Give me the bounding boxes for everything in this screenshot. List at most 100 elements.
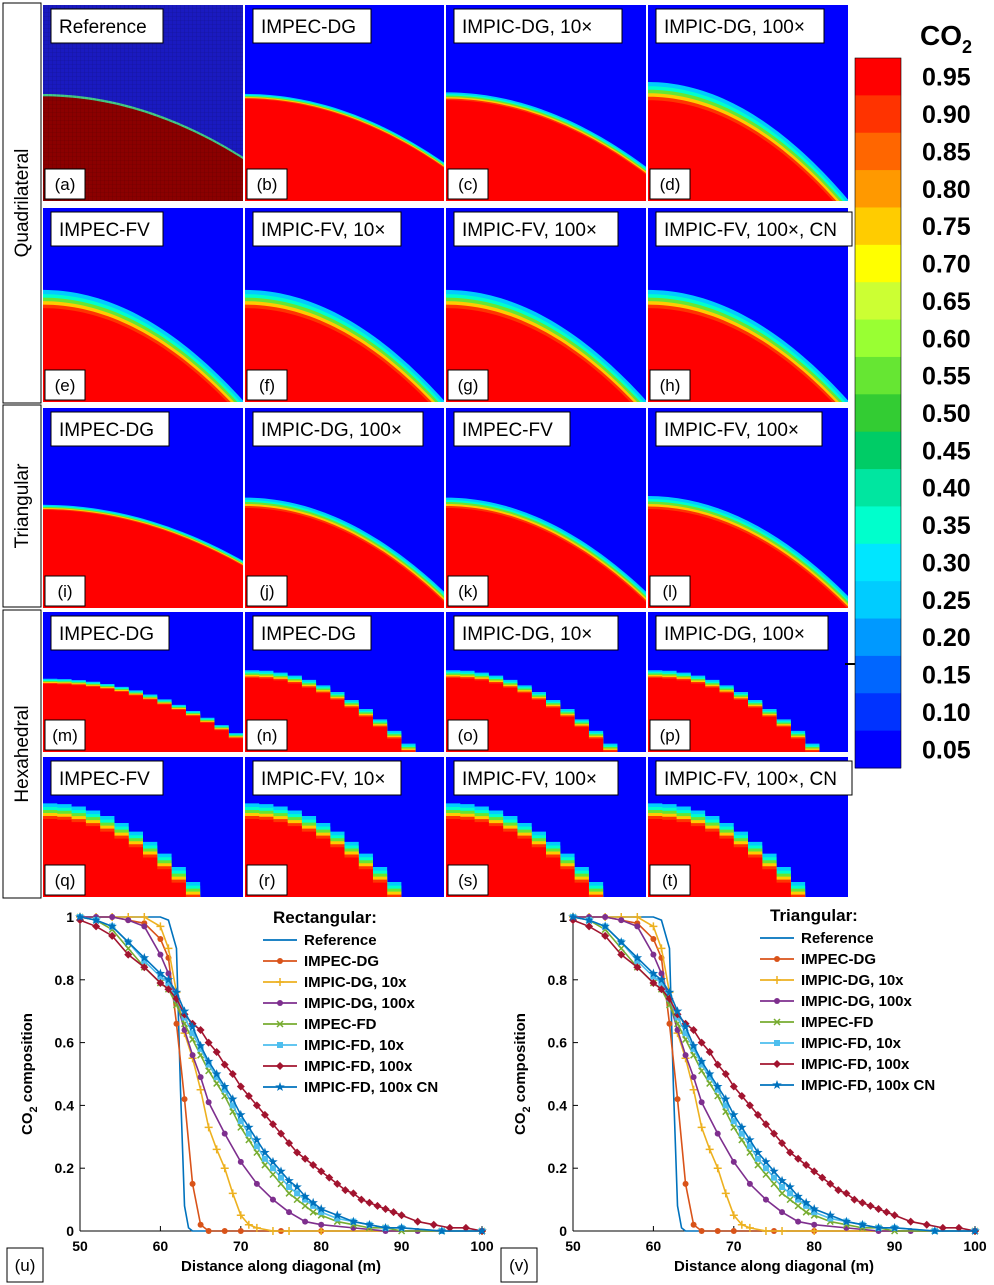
data-point (275, 1082, 285, 1092)
legend-entry: IMPIC-DG, 10x (263, 974, 407, 991)
data-point (173, 1020, 180, 1027)
contour-panel: IMPIC-FV, 10× (f) (245, 208, 444, 402)
data-point (477, 1226, 487, 1236)
saturation-band (446, 508, 646, 608)
data-point (774, 956, 780, 962)
panel-title-box (655, 615, 829, 651)
data-point (244, 1091, 253, 1100)
data-point (277, 958, 283, 964)
data-point (746, 1143, 753, 1150)
panel-title: IMPIC-FV, 10× (261, 769, 385, 790)
legend-label: IMPIC-FD, 10x (304, 1037, 405, 1054)
data-point (600, 921, 610, 931)
data-point (811, 1209, 818, 1216)
data-point (773, 1018, 781, 1026)
data-point (316, 1204, 326, 1214)
data-point (682, 1052, 689, 1059)
x-axis-label: Distance along diagonal (m) (181, 1258, 381, 1275)
data-point (802, 1161, 811, 1170)
data-point (737, 1122, 747, 1132)
legend-entry: IMPIC-FD, 10x (760, 1035, 902, 1052)
data-point (277, 1129, 285, 1138)
saturation-band (446, 308, 631, 402)
data-point (617, 944, 625, 952)
data-point (762, 1196, 769, 1203)
data-point (445, 1223, 454, 1232)
legend-entry: IMPIC-DG, 100x (263, 995, 416, 1012)
data-point (810, 1227, 819, 1235)
saturation-band (43, 308, 228, 402)
data-point (761, 1156, 771, 1166)
data-point (809, 1204, 819, 1214)
data-point (318, 1221, 325, 1228)
colorbar-swatch (855, 655, 901, 694)
row-label: Triangular (12, 463, 33, 549)
y-tick-label: 0.4 (55, 1097, 75, 1113)
data-point (745, 1101, 754, 1110)
y-tick-label: 0.2 (548, 1160, 568, 1176)
colorbar-title: CO2 (920, 20, 972, 57)
data-point (617, 950, 626, 959)
data-point (618, 917, 625, 924)
panel-tag: (m) (52, 726, 77, 745)
data-point (325, 1173, 334, 1182)
data-point (157, 973, 164, 980)
y-tick-label: 0.6 (55, 1035, 75, 1051)
contour-panel: IMPEC-FV (k) (446, 408, 646, 608)
panel-title: IMPIC-DG, 10× (462, 624, 592, 645)
data-point (738, 1130, 745, 1137)
legend-label: IMPIC-FD, 100x (801, 1056, 910, 1073)
legend-entry: IMPIC-DG, 10x (760, 972, 904, 989)
data-point (140, 913, 149, 921)
data-point (253, 1180, 260, 1187)
y-tick-label: 0.4 (548, 1097, 568, 1113)
data-point (658, 979, 665, 986)
data-point (181, 1096, 188, 1103)
data-point (91, 915, 101, 925)
data-point (277, 1180, 285, 1188)
colorbar-swatch (855, 95, 901, 134)
panel-tag: (l) (662, 582, 677, 601)
panel-tag: (s) (458, 871, 478, 890)
data-point (778, 1189, 786, 1197)
data-point (834, 1186, 843, 1195)
colorbar-swatch (855, 356, 901, 395)
data-point (284, 1175, 294, 1185)
panel-title: IMPIC-FV, 100× (664, 420, 799, 441)
data-point (688, 1040, 699, 1050)
data-point (746, 1180, 753, 1187)
data-point (858, 1198, 867, 1207)
y-tick-label: 1 (559, 909, 567, 925)
panel-title: IMPIC-DG, 100× (261, 420, 402, 441)
legend-label: IMPIC-FD, 10x (801, 1035, 902, 1052)
data-point (237, 1118, 244, 1125)
colorbar-swatch (855, 394, 901, 433)
panel-tag: (p) (660, 726, 681, 745)
panel-title-box (252, 211, 402, 247)
x-tick-label: 70 (726, 1238, 742, 1254)
data-point (108, 931, 117, 940)
panel-title: IMPEC-FV (59, 769, 150, 790)
data-point (650, 951, 657, 958)
data-point (332, 1210, 343, 1220)
colorbar-swatch (855, 244, 901, 283)
colorbar-tick-label: 0.65 (922, 288, 971, 316)
legend-entry: Reference (263, 932, 377, 949)
panel-title: IMPEC-DG (59, 420, 154, 441)
panel-title: Reference (59, 17, 147, 38)
colorbar-swatch (855, 58, 901, 96)
data-point (771, 1174, 777, 1181)
series (569, 916, 979, 1235)
data-point (237, 1158, 244, 1165)
data-point (286, 1184, 293, 1191)
row-label: Quadrilateral (12, 149, 33, 258)
data-point (236, 1082, 245, 1091)
data-point (252, 1134, 262, 1144)
data-point (706, 1074, 713, 1081)
data-point (690, 1221, 697, 1228)
data-point (204, 1038, 213, 1047)
data-point (826, 1179, 835, 1188)
panel-tag: (j) (259, 582, 274, 601)
data-point (774, 1040, 780, 1046)
data-point (585, 922, 594, 931)
